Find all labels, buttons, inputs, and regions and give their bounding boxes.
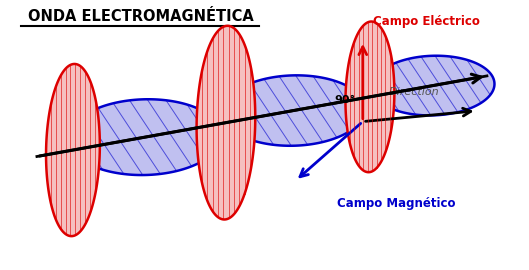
Text: Campo Magnético: Campo Magnético (337, 197, 455, 210)
Text: 90°: 90° (334, 96, 355, 106)
Text: Direction: Direction (389, 87, 439, 97)
Polygon shape (46, 64, 100, 236)
Polygon shape (197, 26, 256, 220)
Text: Campo Eléctrico: Campo Eléctrico (373, 15, 480, 28)
Text: ONDA ELECTROMAGNÉTICA: ONDA ELECTROMAGNÉTICA (28, 9, 253, 24)
Polygon shape (371, 56, 495, 115)
Polygon shape (345, 22, 395, 172)
Polygon shape (222, 75, 366, 146)
Polygon shape (68, 99, 222, 175)
